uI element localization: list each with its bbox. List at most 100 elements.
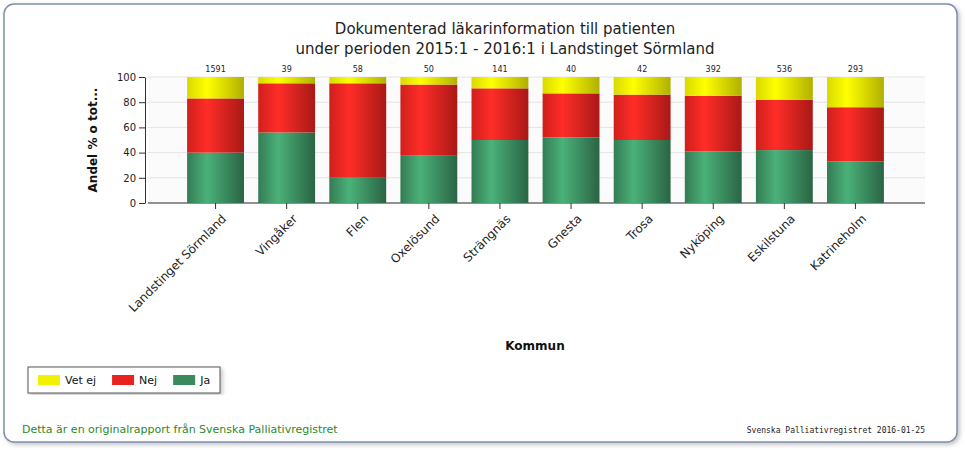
- y-tick-label: 0: [130, 198, 136, 209]
- x-tick-mark: [357, 203, 358, 209]
- legend-label: Ja: [199, 374, 210, 387]
- total-label: 42: [637, 65, 647, 74]
- x-tick: Vingåker: [253, 203, 300, 259]
- bar-segment: [827, 107, 884, 161]
- x-tick-label: Landstinget Sörmland: [126, 212, 229, 315]
- bar-segment: [543, 77, 600, 93]
- x-tick-mark: [428, 203, 429, 209]
- legend-label: Nej: [139, 374, 157, 387]
- bar-segment: [472, 77, 529, 88]
- x-tick: Gnesta: [545, 203, 585, 252]
- legend-swatch: [173, 375, 195, 385]
- legend-swatch: [112, 375, 134, 385]
- y-tick-label: 40: [123, 147, 136, 158]
- x-tick: Oxelösund: [388, 203, 443, 266]
- chart: Dokumenterad läkarinformation till patie…: [0, 0, 965, 450]
- x-tick-label: Vingåker: [253, 212, 300, 259]
- bar-segment: [543, 137, 600, 203]
- y-tick-label: 100: [117, 72, 136, 83]
- y-axis-line: [145, 78, 146, 204]
- x-axis: Landstinget Sörmland Vingåker Flen Oxelösun…: [126, 203, 925, 315]
- total-label: 536: [777, 65, 792, 74]
- total-label: 141: [492, 65, 507, 74]
- footer-note: Detta är en originalrapport från Svenska…: [22, 423, 338, 436]
- legend: Vet ej Nej Ja: [28, 367, 220, 393]
- bar-segment: [756, 77, 813, 100]
- x-tick-mark: [215, 203, 216, 209]
- bar-segment: [756, 100, 813, 150]
- x-tick: Flen: [344, 203, 372, 240]
- legend-label: Vet ej: [65, 374, 96, 387]
- y-tick-label: 60: [123, 122, 136, 133]
- y-tick: 20: [123, 173, 145, 184]
- series-2: [187, 77, 884, 107]
- x-tick-label: Flen: [344, 212, 372, 240]
- y-tick: 60: [123, 122, 145, 133]
- y-tick-mark: [139, 77, 145, 78]
- bar-segment: [187, 153, 244, 203]
- x-tick-label: Gnesta: [545, 212, 585, 252]
- total-label: 58: [353, 65, 363, 74]
- x-tick-mark: [642, 203, 643, 209]
- footer-source: Svenska Palliativregistret 2016-01-25: [747, 426, 925, 435]
- x-tick-label: Trosa: [623, 212, 656, 245]
- grid: [148, 77, 925, 203]
- x-tick-mark: [784, 203, 785, 209]
- y-tick-mark: [139, 127, 145, 128]
- plot-background: [148, 77, 925, 203]
- y-tick-label: 20: [123, 173, 136, 184]
- y-axis-title: Andel % o tot...: [86, 88, 100, 193]
- x-tick-mark: [571, 203, 572, 209]
- x-tick-mark: [855, 203, 856, 209]
- y-tick-mark: [139, 153, 145, 154]
- total-label: 50: [424, 65, 434, 74]
- total-label: 40: [566, 65, 576, 74]
- x-tick-mark: [286, 203, 287, 209]
- y-tick: 40: [123, 147, 145, 158]
- bar-segment: [614, 95, 671, 140]
- bar-segment: [400, 85, 457, 156]
- bar-segment: [472, 88, 529, 140]
- bar-segment: [329, 178, 386, 203]
- bar-segment: [614, 77, 671, 95]
- x-tick-label: Katrineholm: [808, 212, 869, 273]
- bar-segment: [187, 98, 244, 152]
- y-tick-mark: [139, 203, 145, 204]
- x-tick: Strängnäs: [460, 203, 513, 265]
- bar-segment: [258, 77, 315, 83]
- y-tick: 0: [130, 198, 145, 209]
- x-tick: Eskilstuna: [745, 203, 798, 265]
- bar-segment: [187, 77, 244, 98]
- bar-segment: [685, 151, 742, 203]
- x-tick-mark: [713, 203, 714, 209]
- bar-segment: [614, 140, 671, 203]
- legend-box: [28, 367, 220, 393]
- total-label: 1591: [205, 65, 225, 74]
- bar-segment: [472, 140, 529, 203]
- y-tick: 100: [117, 72, 145, 83]
- totals: 1591 39 58 50 141 40 42 392 536 293: [205, 65, 863, 74]
- x-tick: Landstinget Sörmland: [126, 203, 229, 315]
- x-tick-label: Oxelösund: [388, 212, 443, 267]
- x-tick-label: Nyköping: [677, 212, 727, 262]
- bar-segment: [258, 83, 315, 132]
- y-tick-mark: [139, 178, 145, 179]
- bar-segment: [827, 161, 884, 203]
- x-axis-title: Kommun: [505, 339, 564, 353]
- x-tick: Katrineholm: [808, 203, 869, 273]
- bar-segment: [329, 77, 386, 83]
- x-tick-label: Eskilstuna: [745, 212, 798, 265]
- total-label: 293: [848, 65, 863, 74]
- bar-segment: [827, 77, 884, 107]
- x-tick: Trosa: [623, 203, 656, 244]
- y-tick-label: 80: [123, 97, 136, 108]
- bar-segment: [685, 77, 742, 96]
- total-label: 392: [706, 65, 721, 74]
- legend-swatch: [38, 375, 60, 385]
- bar-segment: [329, 83, 386, 178]
- total-label: 39: [282, 65, 292, 74]
- y-tick-mark: [139, 102, 145, 103]
- bar-segment: [543, 93, 600, 137]
- x-tick-label: Strängnäs: [460, 212, 513, 265]
- frame: [4, 4, 957, 442]
